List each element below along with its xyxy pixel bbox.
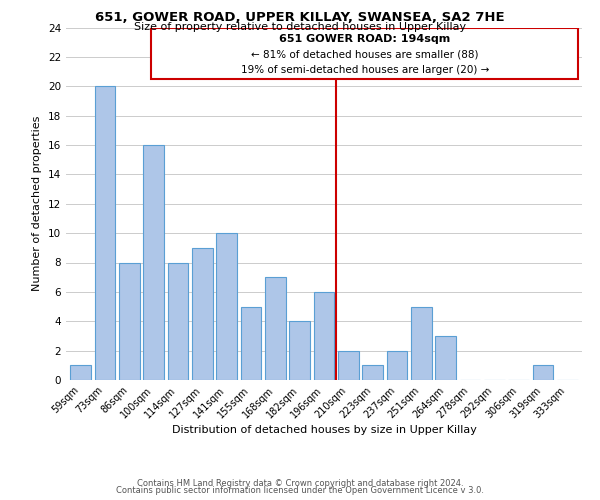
Bar [95,86,115,380]
Text: Size of property relative to detached houses in Upper Killay: Size of property relative to detached ho… [134,22,466,32]
Text: 19% of semi-detached houses are larger (20) →: 19% of semi-detached houses are larger (… [241,65,489,75]
Bar [289,322,310,380]
Text: Contains HM Land Registry data © Crown copyright and database right 2024.: Contains HM Land Registry data © Crown c… [137,478,463,488]
Bar [143,145,164,380]
X-axis label: Distribution of detached houses by size in Upper Killay: Distribution of detached houses by size … [172,426,476,436]
Text: Contains public sector information licensed under the Open Government Licence v : Contains public sector information licen… [116,486,484,495]
FancyBboxPatch shape [151,28,578,79]
Bar [533,366,553,380]
Bar [386,350,407,380]
Y-axis label: Number of detached properties: Number of detached properties [32,116,43,292]
Bar [411,306,432,380]
Bar [216,233,237,380]
Text: ← 81% of detached houses are smaller (88): ← 81% of detached houses are smaller (88… [251,50,479,59]
Bar [192,248,212,380]
Bar [338,350,359,380]
Bar [119,262,140,380]
Bar [241,306,262,380]
Bar [167,262,188,380]
Bar [362,366,383,380]
Bar [436,336,456,380]
Bar [70,366,91,380]
Bar [314,292,334,380]
Text: 651 GOWER ROAD: 194sqm: 651 GOWER ROAD: 194sqm [279,34,451,44]
Text: 651, GOWER ROAD, UPPER KILLAY, SWANSEA, SA2 7HE: 651, GOWER ROAD, UPPER KILLAY, SWANSEA, … [95,11,505,24]
Bar [265,277,286,380]
